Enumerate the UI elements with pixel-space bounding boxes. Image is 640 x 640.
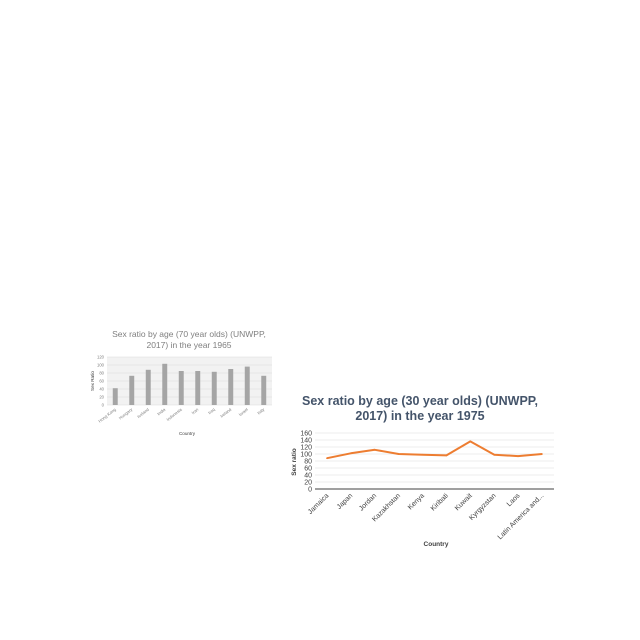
chart-2-data-point bbox=[326, 457, 328, 459]
chart-1-x-tick-label: Ireland bbox=[219, 406, 233, 418]
chart-2-y-tick-label: 120 bbox=[300, 444, 312, 451]
chart-2-y-tick-label: 20 bbox=[304, 479, 312, 486]
chart-2-data-point bbox=[517, 455, 519, 457]
chart-30-year-olds-1975: Sex ratio by age (30 year olds) (UNWPP, … bbox=[288, 388, 568, 560]
chart-1-bar bbox=[195, 371, 201, 405]
chart-2-y-tick-label: 0 bbox=[308, 486, 312, 493]
chart-2-data-point bbox=[541, 453, 543, 455]
chart-1-bar bbox=[112, 388, 118, 405]
chart-2-title-line-1: Sex ratio by age (30 year olds) (UNWPP, bbox=[302, 394, 538, 408]
chart-70-year-olds-1965: Sex ratio by age (70 year olds) (UNWPP, … bbox=[88, 326, 280, 442]
chart-1-bar bbox=[162, 363, 168, 405]
chart-1-x-tick-label: Iran bbox=[191, 406, 200, 415]
chart-1-bar bbox=[145, 369, 151, 405]
chart-1-y-tick-label: 60 bbox=[99, 379, 104, 384]
chart-1-x-tick-label: Israel bbox=[238, 407, 249, 417]
chart-1-bar bbox=[178, 371, 184, 405]
chart-1-y-tick-label: 120 bbox=[97, 355, 105, 360]
chart-1-bar bbox=[261, 375, 267, 405]
chart-2-x-tick-label: Latin America and... bbox=[497, 492, 546, 541]
chart-1-svg: Sex ratio by age (70 year olds) (UNWPP, … bbox=[90, 329, 272, 436]
chart-2-y-tick-label: 80 bbox=[304, 458, 312, 465]
chart-1-title-line-1: Sex ratio by age (70 year olds) (UNWPP, bbox=[112, 329, 266, 339]
chart-2-data-point bbox=[421, 453, 424, 456]
chart-2-x-tick-label: Kiribati bbox=[430, 492, 450, 512]
chart-1-y-tick-label: 40 bbox=[99, 387, 104, 392]
chart-2-y-tick-label: 160 bbox=[300, 430, 312, 437]
chart-2-data-point bbox=[493, 453, 496, 456]
chart-2-data-point bbox=[350, 452, 352, 455]
chart-1-x-tick-label: Indonesia bbox=[165, 406, 183, 422]
chart-2-x-tick-label: Japan bbox=[336, 492, 355, 511]
chart-1-x-tick-label: Iceland bbox=[136, 406, 150, 419]
chart-1-x-tick-label: Italy bbox=[256, 406, 266, 415]
chart-1-y-axis-label: Sex Ratio bbox=[90, 371, 95, 391]
chart-2-y-tick-label: 100 bbox=[300, 451, 312, 458]
chart-1-y-tick-label: 100 bbox=[97, 363, 105, 368]
chart-2-x-tick-label: Kuwait bbox=[454, 492, 474, 512]
chart-2-x-tick-label: Jamaica bbox=[307, 492, 330, 515]
chart-1-bar bbox=[244, 366, 250, 405]
chart-1-x-tick-label: India bbox=[156, 406, 167, 416]
chart-2-data-point bbox=[397, 453, 400, 455]
chart-1-bar bbox=[129, 375, 135, 405]
chart-2-x-axis-label: Country bbox=[424, 541, 449, 548]
chart-2-x-tick-label: Jordan bbox=[358, 492, 378, 512]
chart-1-y-tick-label: 80 bbox=[99, 371, 104, 376]
chart-1-title-line-2: 2017) in the year 1965 bbox=[146, 340, 231, 350]
chart-1-x-tick-label: Iraq bbox=[207, 406, 216, 415]
chart-1-x-tick-label: Hong Kong bbox=[97, 406, 117, 423]
chart-2-svg: Sex ratio by age (30 year olds) (UNWPP, … bbox=[291, 394, 554, 548]
chart-1-y-tick-label: 0 bbox=[102, 403, 105, 408]
chart-2-y-tick-label: 140 bbox=[300, 437, 312, 444]
chart-1-bar bbox=[228, 369, 234, 405]
chart-2-title-line-2: 2017) in the year 1975 bbox=[355, 409, 484, 423]
chart-2-y-tick-label: 40 bbox=[304, 472, 312, 479]
chart-1-x-tick-label: Hungary bbox=[118, 406, 134, 420]
chart-2-x-tick-label: Kenya bbox=[407, 492, 426, 511]
chart-1-y-tick-label: 20 bbox=[99, 395, 104, 400]
chart-2-data-point bbox=[445, 454, 448, 457]
chart-2-data-point bbox=[469, 440, 472, 443]
chart-2-x-tick-label: Laos bbox=[506, 492, 522, 508]
chart-1-x-axis-label: Country bbox=[179, 431, 196, 436]
chart-2-y-axis-label: Sex ratio bbox=[291, 448, 298, 475]
chart-2-data-point bbox=[373, 449, 376, 451]
chart-2-series-line bbox=[326, 440, 543, 460]
chart-2-y-tick-label: 60 bbox=[304, 465, 312, 472]
chart-1-bar bbox=[211, 371, 217, 405]
